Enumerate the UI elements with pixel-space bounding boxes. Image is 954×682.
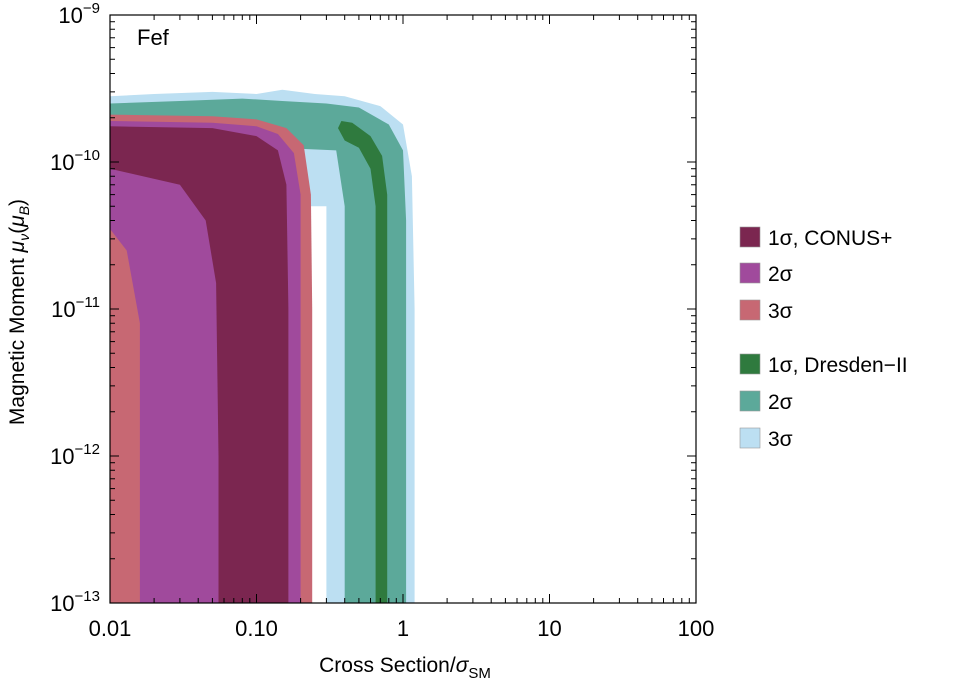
legend-label: 3σ: [768, 300, 793, 323]
y-tick-label: 10−10: [50, 147, 100, 175]
region-0: [110, 89, 415, 603]
series-layer: [110, 89, 415, 603]
legend-label: 3σ: [768, 428, 793, 451]
panel-label: Fef: [137, 25, 170, 50]
legend-swatch: [739, 262, 761, 284]
y-tick-label: 10−13: [50, 588, 100, 616]
y-tick-labels: 10−13 10−12 10−11 10−10 10−9: [50, 0, 100, 616]
tick-layer: [109, 15, 696, 604]
legend-label: 1σ, CONUS+: [768, 227, 892, 250]
x-tick-label: 0.10: [235, 616, 278, 641]
legend-swatch: [739, 226, 761, 248]
x-tick-label: 10: [537, 616, 561, 641]
legend-swatch: [739, 390, 761, 412]
y-axis-label-group: Magnetic Moment μν(μB): [6, 199, 32, 425]
x-tick-label: 1: [397, 616, 409, 641]
region-7: [110, 229, 140, 603]
y-tick-label: 10−9: [58, 0, 100, 28]
legend-swatch: [739, 353, 761, 375]
legend-swatch: [739, 299, 761, 321]
legend: 1σ, CONUS+ 2σ 3σ 1σ, Dresden−II 2σ 3σ: [739, 226, 908, 451]
legend-label: 2σ: [768, 391, 793, 414]
y-tick-label: 10−12: [50, 441, 100, 469]
y-axis-label: Magnetic Moment μν(μB): [6, 199, 32, 425]
x-tick-label: 0.01: [89, 616, 132, 641]
x-tick-labels: 0.01 0.10 1 10 100: [89, 616, 715, 641]
x-tick-label: 100: [678, 616, 715, 641]
x-axis-label: Cross Section/σSM: [319, 654, 491, 682]
y-tick-label: 10−11: [51, 294, 100, 322]
legend-label: 1σ, Dresden−II: [768, 354, 908, 377]
region-2: [338, 121, 388, 603]
legend-label: 2σ: [768, 263, 793, 286]
legend-swatch: [739, 427, 761, 449]
